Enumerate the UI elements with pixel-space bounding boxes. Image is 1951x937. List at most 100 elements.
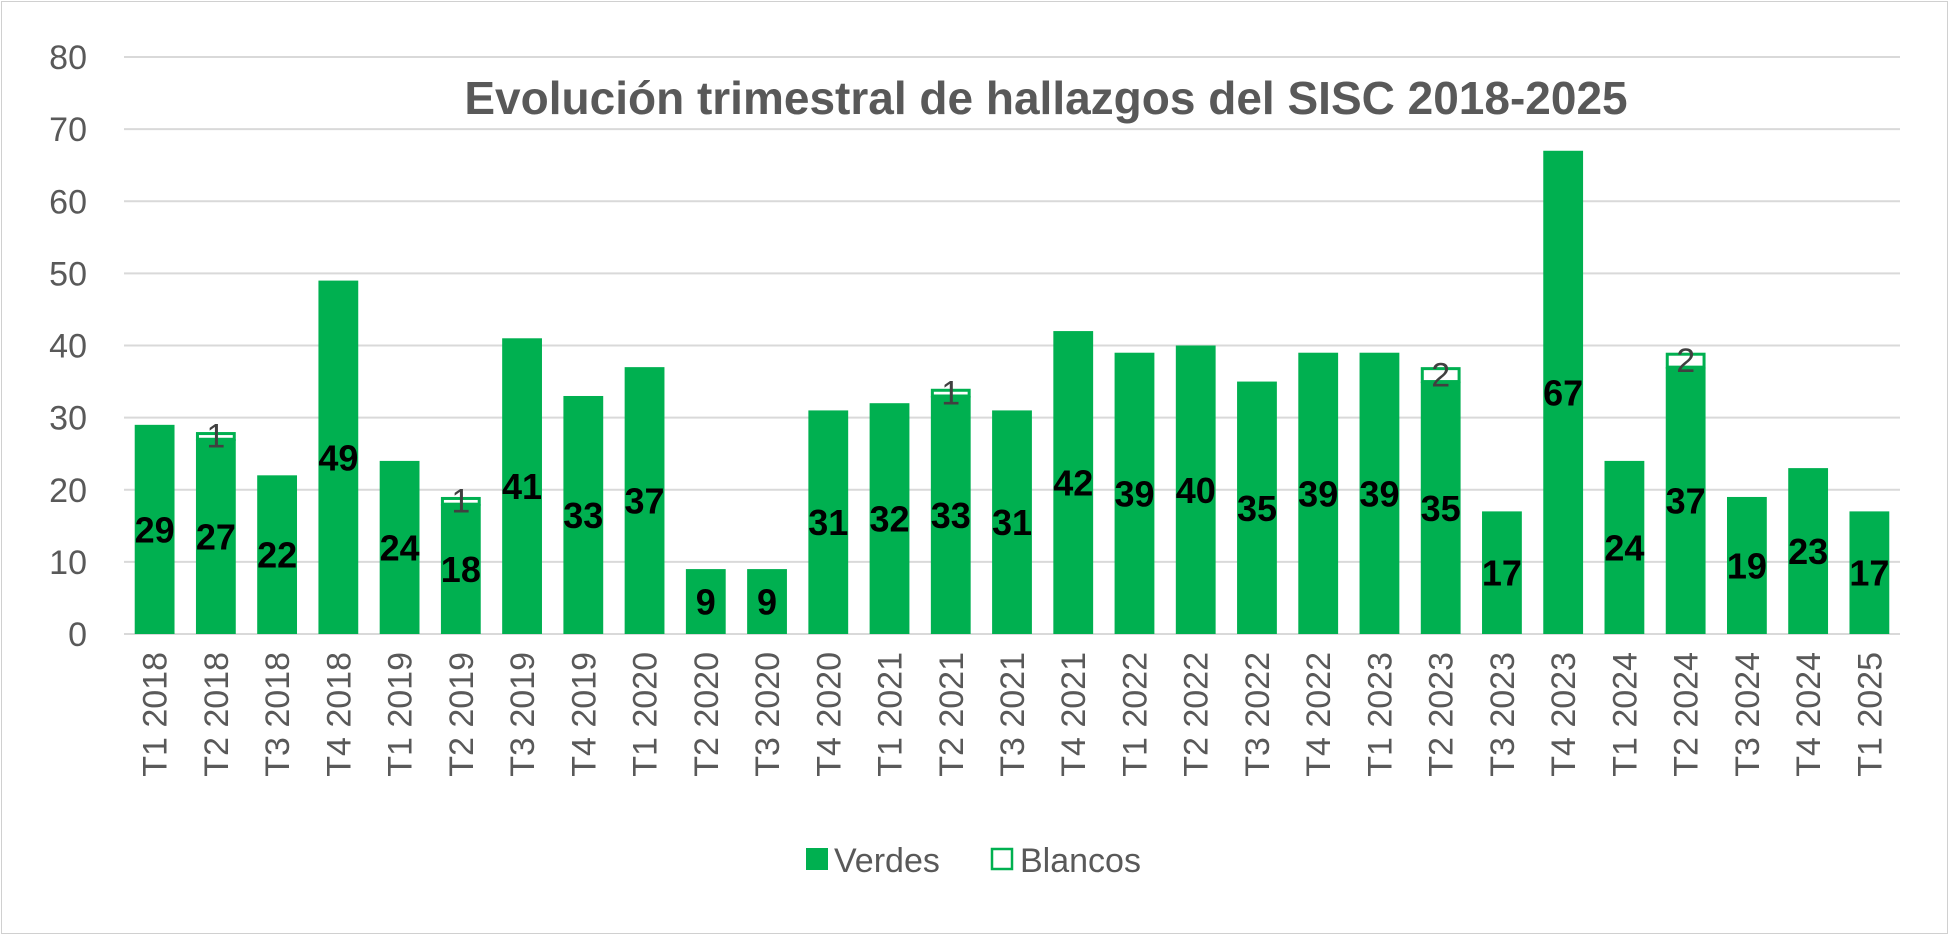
x-tick-label: T2 2023 [1423,652,1461,777]
legend: Verdes Blancos [806,842,1141,880]
x-tick-label: T4 2023 [1545,652,1583,777]
data-label-verdes: 40 [1176,470,1216,511]
data-label-verdes: 18 [441,549,481,590]
bar-blancos [195,432,236,441]
data-label-verdes: 9 [696,582,716,623]
x-tick-label: T1 2021 [872,652,910,777]
x-tick-label: T2 2022 [1178,652,1216,777]
data-label-verdes: 29 [135,509,175,550]
bar-verdes [1849,511,1890,634]
bar-verdes [257,475,298,634]
x-tick-label: T3 2020 [749,652,787,777]
data-label-verdes: 24 [380,527,420,568]
y-axis-ticks: 0 10 20 30 40 50 60 70 80 [49,39,87,654]
data-label-blancos: 1 [941,374,960,412]
data-label-blancos: 1 [206,418,225,456]
chart-title: Evolución trimestral de hallazgos del SI… [464,72,1627,124]
y-tick-label: 20 [49,472,87,510]
bar-verdes [624,367,665,634]
bar-verdes [747,569,787,634]
data-label-verdes: 67 [1543,372,1583,413]
bar-verdes [930,395,971,634]
data-label-verdes: 35 [1237,488,1277,529]
y-tick-label: 70 [49,111,87,149]
legend-label-verdes: Verdes [834,842,940,880]
x-tick-label: T1 2019 [382,652,420,777]
data-label-verdes: 17 [1849,553,1889,594]
x-tick-label: T1 2023 [1361,652,1399,777]
bar-verdes [1788,468,1829,634]
data-label-verdes: 35 [1421,488,1461,529]
gridlines [124,56,1900,635]
bar-verdes [1298,352,1339,634]
bar-verdes [1359,352,1400,634]
x-tick-label: T1 2020 [627,652,665,777]
bar-verdes [563,395,604,634]
x-tick-label: T3 2019 [504,652,542,777]
x-tick-label: T4 2024 [1790,652,1828,777]
data-label-verdes: 37 [1666,481,1706,522]
x-tick-label: T1 2022 [1116,652,1154,777]
y-tick-label: 50 [49,255,87,293]
bar-verdes [1053,331,1094,634]
data-label-verdes: 31 [808,502,848,543]
x-tick-label: T3 2022 [1239,652,1277,777]
data-label-verdes: 27 [196,517,236,558]
data-label-verdes: 39 [1114,473,1154,514]
bar-verdes [379,460,420,634]
data-label-verdes: 22 [257,535,297,576]
x-tick-label: T3 2024 [1729,652,1767,777]
x-axis-ticks: T1 2018 T2 2018 T3 2018 T4 2018 T1 2019 T2 20… [137,652,1890,777]
x-tick-label: T2 2020 [688,652,726,777]
y-tick-label: 40 [49,328,87,366]
data-label-verdes: 24 [1604,527,1644,568]
data-label-verdes: 19 [1727,545,1767,586]
bars [134,150,1890,634]
x-tick-label: T4 2021 [1055,652,1093,777]
y-tick-label: 10 [49,544,87,582]
bar-verdes [440,504,481,634]
x-tick-label: T2 2018 [198,652,236,777]
bar-verdes [134,424,175,634]
x-tick-label: T1 2025 [1851,652,1889,777]
data-label-blancos: 2 [1676,342,1695,380]
data-label-verdes: 17 [1482,553,1522,594]
bar-blancos [1420,367,1461,384]
x-tick-label: T2 2024 [1668,652,1706,777]
bar-verdes [1420,381,1461,634]
x-tick-label: T3 2018 [259,652,297,777]
bar-verdes [1726,496,1767,634]
bar-verdes [992,410,1032,634]
x-tick-label: T3 2021 [994,652,1032,777]
bar-verdes [1665,367,1706,634]
bar-blancos [1665,352,1706,369]
x-tick-label: T1 2024 [1606,652,1644,777]
bar-blancos [440,496,481,506]
data-label-verdes: 41 [502,466,542,507]
legend-label-blancos: Blancos [1020,842,1141,880]
data-label-verdes: 39 [1298,473,1338,514]
bar-verdes [318,280,359,634]
data-label-verdes: 42 [1053,463,1093,504]
data-label-verdes: 31 [992,502,1032,543]
data-label-verdes: 9 [757,582,777,623]
y-tick-label: 80 [49,39,87,77]
bar-blancos [930,388,971,398]
x-tick-label: T4 2020 [810,652,848,777]
y-tick-label: 60 [49,183,87,221]
bar-verdes [502,338,542,634]
bar-verdes [195,439,236,634]
data-label-verdes: 23 [1788,531,1828,572]
bar-verdes [1237,381,1277,634]
bar-verdes [1114,352,1155,634]
legend-swatch-verdes [806,848,828,870]
bar-verdes [685,569,726,634]
x-tick-label: T2 2019 [443,652,481,777]
bar-verdes [1604,460,1645,634]
data-label-verdes: 49 [318,437,358,478]
x-tick-label: T4 2018 [320,652,358,777]
data-label-verdes: 37 [625,481,665,522]
